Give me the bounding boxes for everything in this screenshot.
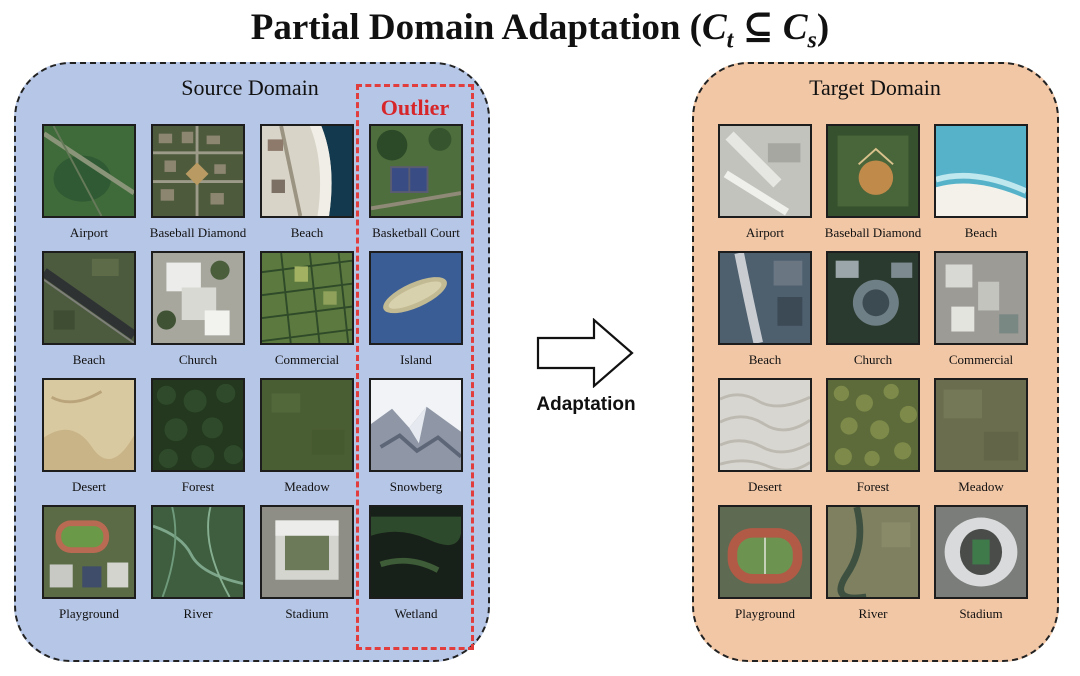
image-caption: Playground	[59, 606, 119, 621]
aerial-image-icon	[720, 380, 810, 470]
aerial-image-icon	[720, 126, 810, 216]
image-caption: Island	[400, 352, 432, 367]
aerial-image-icon	[262, 507, 352, 597]
image-caption: Beach	[290, 225, 324, 240]
source-domain-label: Source Domain	[181, 75, 319, 100]
aerial-image-icon	[262, 126, 352, 216]
image-tile	[934, 251, 1028, 345]
aerial-image-icon	[262, 253, 352, 343]
image-caption: Meadow	[958, 479, 1004, 494]
image-caption: Forest	[856, 479, 890, 494]
image-tile	[260, 505, 354, 599]
image-tile	[934, 505, 1028, 599]
outlier-label: Outlier	[380, 95, 450, 120]
aerial-image-icon	[371, 126, 461, 216]
image-tile	[42, 124, 136, 218]
image-caption: Desert	[748, 479, 782, 494]
aerial-image-icon	[828, 126, 918, 216]
image-caption: Snowberg	[389, 479, 443, 494]
aerial-image-icon	[153, 380, 243, 470]
image-tile	[42, 251, 136, 345]
target-class-set: Ct	[701, 7, 734, 54]
image-caption: Commercial	[948, 352, 1014, 367]
image-caption: Desert	[72, 479, 106, 494]
image-tile	[151, 251, 245, 345]
image-caption: Baseball Diamond	[824, 225, 922, 240]
image-tile	[826, 124, 920, 218]
image-caption: Basketball Court	[372, 225, 460, 240]
aerial-image-icon	[44, 126, 134, 216]
aerial-image-icon	[936, 507, 1026, 597]
aerial-image-icon	[371, 507, 461, 597]
aerial-image-icon	[720, 507, 810, 597]
image-caption: Baseball Diamond	[149, 225, 247, 240]
aerial-image-icon	[44, 253, 134, 343]
image-tile	[369, 124, 463, 218]
aerial-image-icon	[936, 126, 1026, 216]
image-caption: Church	[853, 352, 893, 367]
image-tile	[369, 505, 463, 599]
aerial-image-icon	[153, 507, 243, 597]
image-caption: Wetland	[394, 606, 438, 621]
target-domain-label: Target Domain	[809, 75, 941, 100]
aerial-image-icon	[153, 253, 243, 343]
image-caption: Airport	[745, 225, 785, 240]
image-tile	[934, 124, 1028, 218]
aerial-image-icon	[44, 507, 134, 597]
image-tile	[934, 378, 1028, 472]
image-caption: River	[183, 606, 213, 621]
image-caption: Stadium	[285, 606, 329, 621]
image-tile	[826, 251, 920, 345]
image-caption: River	[858, 606, 888, 621]
image-tile	[718, 124, 812, 218]
aerial-image-icon	[828, 380, 918, 470]
aerial-image-icon	[720, 253, 810, 343]
image-tile	[151, 124, 245, 218]
outlier-box	[356, 84, 474, 650]
image-caption: Church	[178, 352, 218, 367]
aerial-image-icon	[262, 380, 352, 470]
image-tile	[826, 505, 920, 599]
image-caption: Beach	[748, 352, 782, 367]
image-tile	[260, 124, 354, 218]
image-caption: Playground	[735, 606, 795, 621]
image-tile	[718, 251, 812, 345]
image-tile	[260, 378, 354, 472]
image-caption: Forest	[181, 479, 215, 494]
aerial-image-icon	[153, 126, 243, 216]
image-tile	[42, 378, 136, 472]
aerial-image-icon	[371, 253, 461, 343]
image-tile	[151, 378, 245, 472]
image-tile	[369, 251, 463, 345]
image-caption: Airport	[69, 225, 109, 240]
source-class-set: Cs	[782, 7, 817, 54]
image-tile	[42, 505, 136, 599]
aerial-image-icon	[936, 253, 1026, 343]
aerial-image-icon	[371, 380, 461, 470]
aerial-image-icon	[936, 380, 1026, 470]
aerial-image-icon	[44, 380, 134, 470]
image-caption: Beach	[72, 352, 106, 367]
aerial-image-icon	[828, 507, 918, 597]
image-tile	[151, 505, 245, 599]
image-tile	[369, 378, 463, 472]
image-tile	[826, 378, 920, 472]
image-tile	[260, 251, 354, 345]
adaptation-arrow-icon	[536, 318, 634, 388]
image-caption: Beach	[964, 225, 998, 240]
figure-title: Partial Domain Adaptation (Ct ⊆ Cs)	[250, 7, 830, 54]
image-caption: Commercial	[274, 352, 340, 367]
image-tile	[718, 505, 812, 599]
adaptation-label: Adaptation	[536, 394, 636, 415]
image-caption: Stadium	[959, 606, 1003, 621]
image-caption: Meadow	[284, 479, 330, 494]
image-tile	[718, 378, 812, 472]
aerial-image-icon	[828, 253, 918, 343]
